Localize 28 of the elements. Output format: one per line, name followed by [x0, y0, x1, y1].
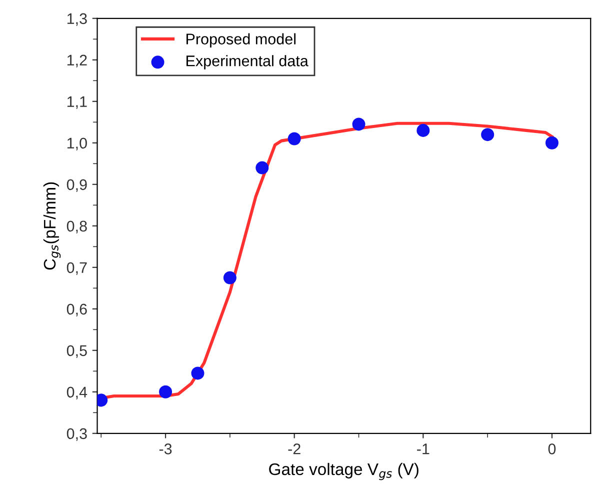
legend-label: Proposed model	[186, 33, 296, 48]
y-tick-label: 0,9	[66, 179, 87, 192]
point	[352, 118, 366, 131]
point	[545, 136, 558, 150]
y-tick-label: 0,4	[66, 386, 88, 400]
point	[481, 128, 494, 142]
y-tick-label: 0,6	[66, 304, 87, 316]
legend-label: Experimental data	[186, 55, 308, 70]
point	[191, 366, 204, 380]
y-tick-label: 0,5	[66, 345, 87, 358]
x-axis-title: Gate voltage V$_{gs}$ (V)	[269, 462, 418, 480]
y-tick-label: 0,7	[66, 262, 87, 275]
point	[256, 161, 269, 174]
point	[416, 124, 430, 137]
y-tick-label: 1,3	[67, 13, 87, 26]
y-tick-label: 0,8	[66, 220, 87, 234]
y-tick-label: 1,1	[67, 96, 87, 109]
x-tick-label: -1	[417, 444, 430, 454]
point	[223, 271, 236, 284]
x-tick-label: -2	[288, 444, 300, 454]
y-tick-label: 0,3	[66, 428, 87, 441]
y-axis-title: C$_{gs}$(pF/mm)	[43, 182, 61, 270]
point	[288, 132, 301, 146]
x-tick-label: 0	[548, 444, 556, 454]
y-tick-label: 1,2	[67, 54, 87, 68]
point	[159, 385, 172, 398]
y-tick-label: 1,0	[67, 138, 87, 150]
x-tick-label: -3	[159, 444, 172, 454]
